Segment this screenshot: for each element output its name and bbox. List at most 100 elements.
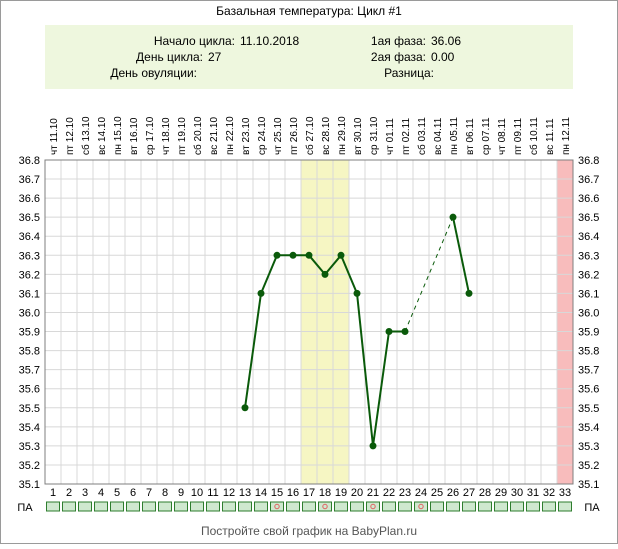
pa-cell — [366, 501, 380, 512]
day-number: 17 — [303, 487, 315, 499]
temperature-point — [369, 442, 377, 450]
date-label: пн 15.10 — [113, 116, 124, 155]
date-label: сб 03.11 — [416, 117, 428, 155]
temperature-point — [321, 270, 329, 278]
date-label: ср 07.11 — [481, 117, 492, 155]
pa-cell — [78, 501, 92, 512]
temperature-point — [241, 404, 249, 412]
y-tick-label-right: 35.5 — [578, 403, 599, 415]
y-tick-label-left: 36.7 — [19, 174, 40, 186]
date-label: пт 26.10 — [289, 117, 300, 155]
temperature-point — [337, 251, 345, 259]
pa-cell — [446, 501, 460, 512]
day-number: 30 — [511, 487, 523, 499]
day-number: 24 — [415, 487, 427, 499]
pa-label-right: ПА — [584, 502, 600, 514]
date-label: пн 29.10 — [337, 116, 348, 155]
pa-cell — [350, 501, 364, 512]
info-panel — [45, 25, 573, 89]
date-label: ср 31.10 — [369, 116, 380, 155]
cycle-day-label: День цикла: — [136, 50, 203, 64]
temperature-point — [353, 289, 361, 297]
date-label: чт 18.10 — [161, 117, 172, 155]
pa-cell — [94, 501, 108, 512]
pa-cell — [222, 501, 236, 512]
pa-cell — [62, 501, 76, 512]
day-number: 5 — [114, 487, 120, 499]
cycle-day-value: 27 — [208, 50, 222, 64]
date-label: ср 24.10 — [257, 116, 268, 155]
pa-marker — [418, 503, 424, 510]
chart-bands — [301, 160, 573, 484]
y-tick-label-right: 35.1 — [578, 479, 599, 491]
date-label: вс 11.11 — [545, 118, 556, 155]
pa-row — [46, 501, 572, 512]
pa-cell — [414, 501, 428, 512]
date-label: вт 23.10 — [241, 117, 252, 155]
day-number: 23 — [399, 487, 411, 499]
pa-cell — [526, 501, 540, 512]
day-number: 20 — [351, 487, 363, 499]
temperature-point — [305, 251, 313, 259]
pa-cell — [494, 501, 508, 512]
pa-marker — [370, 503, 376, 510]
ovulation-band — [301, 160, 317, 484]
pa-cell — [302, 501, 316, 512]
y-tick-label-right: 35.7 — [578, 365, 599, 377]
day-number: 27 — [463, 487, 475, 499]
date-label: пт 02.11 — [401, 118, 412, 155]
y-tick-label-left: 35.8 — [19, 346, 40, 358]
day-number: 15 — [271, 487, 283, 499]
day-number: 7 — [146, 487, 152, 499]
day-number: 18 — [319, 487, 331, 499]
temperature-point — [289, 251, 297, 259]
day-number: 1 — [50, 487, 56, 499]
date-label: вс 28.10 — [321, 117, 332, 155]
temperature-point — [449, 213, 457, 221]
pa-cell — [510, 501, 524, 512]
day-number: 13 — [239, 487, 251, 499]
y-tick-label-right: 35.3 — [578, 441, 599, 453]
footer-link[interactable]: Постройте свой график на BabyPlan.ru — [201, 524, 417, 538]
day-number: 4 — [98, 487, 104, 499]
day-number-axis: 1 2 3 4 5 6 7 8 9 10 11 12 13 14 15 16 17 18 19 20 21 22 23 24 2… — [50, 487, 571, 499]
date-label: чт 11.10 — [49, 118, 60, 155]
y-tick-label-left: 36.4 — [19, 231, 40, 243]
y-tick-label-left: 35.6 — [19, 384, 40, 396]
pa-marker — [322, 503, 328, 510]
phase2-value: 0.00 — [431, 50, 455, 64]
y-tick-label-right: 36.3 — [578, 250, 599, 262]
date-label: сб 20.10 — [192, 116, 204, 155]
day-number: 12 — [223, 487, 235, 499]
day-number: 14 — [255, 487, 267, 499]
day-number: 21 — [367, 487, 379, 499]
pa-cell — [398, 501, 412, 512]
day-number: 26 — [447, 487, 459, 499]
y-tick-label-left: 36.0 — [19, 307, 40, 319]
date-label: вс 14.10 — [97, 117, 108, 155]
temperature-series — [241, 213, 473, 450]
date-label: сб 27.10 — [304, 116, 316, 155]
day-number: 28 — [479, 487, 491, 499]
pa-cell — [174, 501, 188, 512]
date-label: вт 06.11 — [465, 118, 476, 155]
pa-cell — [334, 501, 348, 512]
day-number: 16 — [287, 487, 299, 499]
date-label: пт 12.10 — [65, 117, 76, 155]
ovulation-band — [317, 160, 333, 484]
temperature-point — [385, 328, 393, 336]
pa-cell — [142, 501, 156, 512]
date-label: пн 12.11 — [561, 117, 572, 155]
y-axis-right: 35.1 35.2 35.3 35.4 35.5 35.6 35.7 35.8 35.9 36.0… — [578, 155, 599, 491]
day-number: 9 — [178, 487, 184, 499]
day-number: 22 — [383, 487, 395, 499]
pa-cell — [254, 501, 268, 512]
y-tick-label-right: 36.4 — [578, 231, 599, 243]
y-tick-label-left: 36.2 — [19, 269, 40, 281]
pa-cell — [558, 501, 572, 512]
y-tick-label-left: 35.5 — [19, 403, 40, 415]
temperature-point — [465, 289, 473, 297]
date-label: чт 01.11 — [385, 118, 396, 155]
phase1-label: 1ая фаза: — [371, 34, 426, 48]
